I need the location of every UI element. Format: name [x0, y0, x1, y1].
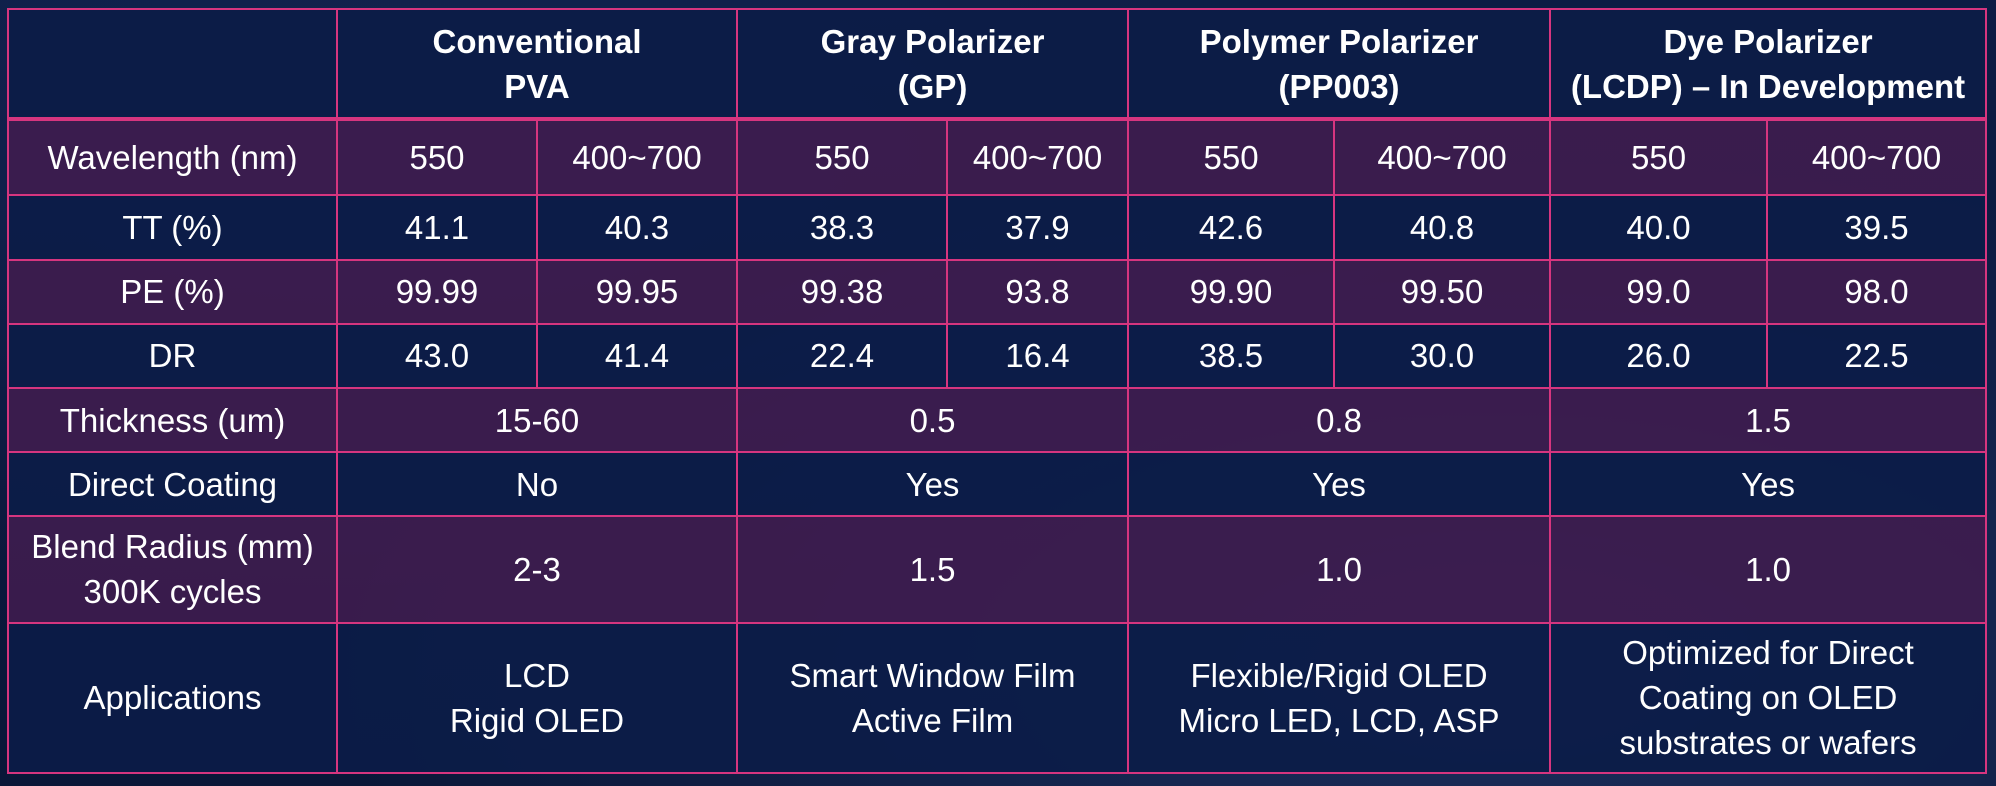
table-cell: 98.0	[1766, 258, 1988, 325]
table-cell: 400~700	[946, 118, 1130, 197]
dr-row: DR 43.0 41.4 22.4 16.4 38.5 30.0 26.0 22…	[7, 322, 1988, 389]
table-cell: 400~700	[1333, 118, 1552, 197]
row-label-thickness: Thickness (um)	[7, 386, 338, 454]
table-cell: 39.5	[1766, 194, 1988, 261]
header-line: Polymer Polarizer	[1199, 22, 1479, 60]
table-cell: 42.6	[1127, 194, 1336, 261]
table-cell: 99.95	[535, 258, 739, 325]
row-label-direct-coating: Direct Coating	[7, 451, 338, 518]
label-line: 300K cycles	[83, 573, 262, 611]
cell-line: Rigid OLED	[449, 701, 625, 739]
polarizer-comparison-table: Conventional PVA Gray Polarizer (GP) Pol…	[7, 7, 1988, 775]
comparison-table-container: Conventional PVA Gray Polarizer (GP) Pol…	[7, 7, 1988, 775]
applications-row: Applications LCD Rigid OLED Smart Window…	[7, 621, 1988, 775]
table-cell: 15-60	[335, 386, 739, 454]
table-cell: Yes	[1549, 451, 1988, 518]
row-label-wavelength: Wavelength (nm)	[7, 118, 338, 197]
table-cell: 99.38	[736, 258, 949, 325]
table-cell: 22.4	[736, 322, 949, 389]
table-cell: 40.3	[535, 194, 739, 261]
table-cell: 1.0	[1549, 515, 1988, 624]
wavelength-row: Wavelength (nm) 550 400~700 550 400~700 …	[7, 118, 1988, 197]
column-header-polymer-polarizer: Polymer Polarizer (PP003)	[1127, 7, 1552, 122]
cell-line: Optimized for Direct	[1622, 634, 1914, 672]
table-cell: Optimized for Direct Coating on OLED sub…	[1549, 621, 1988, 775]
cell-line: Active Film	[851, 701, 1014, 739]
header-line: Conventional	[432, 22, 642, 60]
table-cell: 550	[1127, 118, 1336, 197]
corner-cell	[7, 7, 338, 122]
column-header-dye-polarizer: Dye Polarizer (LCDP) – In Development	[1549, 7, 1988, 122]
table-cell: 99.99	[336, 258, 538, 325]
table-cell: 99.50	[1333, 258, 1552, 325]
table-cell: 99.90	[1127, 258, 1336, 325]
table-cell: LCD Rigid OLED	[335, 621, 739, 775]
table-cell: 1.0	[1127, 515, 1552, 624]
column-header-gray-polarizer: Gray Polarizer (GP)	[736, 7, 1130, 122]
table-cell: 550	[1549, 118, 1769, 197]
table-cell: 2-3	[335, 515, 739, 624]
row-label-tt: TT (%)	[7, 194, 338, 261]
blend-radius-row: Blend Radius (mm) 300K cycles 2-3 1.5 1.…	[7, 515, 1988, 624]
table-cell: 93.8	[946, 258, 1130, 325]
row-label-applications: Applications	[7, 621, 338, 775]
pe-row: PE (%) 99.99 99.95 99.38 93.8 99.90 99.5…	[7, 258, 1988, 325]
table-cell: 30.0	[1333, 322, 1552, 389]
table-cell: Smart Window Film Active Film	[736, 621, 1130, 775]
table-cell: 0.8	[1127, 386, 1552, 454]
row-label-pe: PE (%)	[7, 258, 338, 325]
table-cell: 1.5	[1549, 386, 1988, 454]
table-cell: 400~700	[535, 118, 739, 197]
row-label-dr: DR	[7, 322, 338, 389]
table-cell: 40.8	[1333, 194, 1552, 261]
row-label-blend-radius: Blend Radius (mm) 300K cycles	[7, 515, 338, 624]
table-cell: 99.0	[1549, 258, 1769, 325]
header-line: Dye Polarizer	[1663, 22, 1873, 60]
table-cell: 26.0	[1549, 322, 1769, 389]
table-cell: Flexible/Rigid OLED Micro LED, LCD, ASP	[1127, 621, 1552, 775]
table-cell: Yes	[736, 451, 1130, 518]
table-cell: 43.0	[336, 322, 538, 389]
table-cell: 41.1	[336, 194, 538, 261]
cell-line: LCD	[503, 656, 571, 694]
table-cell: 38.5	[1127, 322, 1336, 389]
cell-line: Flexible/Rigid OLED	[1190, 656, 1488, 694]
direct-coating-row: Direct Coating No Yes Yes Yes	[7, 451, 1988, 518]
table-cell: 38.3	[736, 194, 949, 261]
cell-line: Coating on OLED	[1638, 679, 1898, 717]
header-line: PVA	[504, 67, 570, 105]
table-cell: 0.5	[736, 386, 1130, 454]
header-line: Gray Polarizer	[820, 22, 1045, 60]
cell-line: substrates or wafers	[1619, 724, 1917, 762]
table-cell: 37.9	[946, 194, 1130, 261]
table-cell: No	[335, 451, 739, 518]
cell-line: Smart Window Film	[789, 656, 1076, 694]
label-line: Blend Radius (mm)	[31, 528, 314, 566]
header-line: (GP)	[897, 67, 968, 105]
column-header-conventional: Conventional PVA	[335, 7, 739, 122]
thickness-row: Thickness (um) 15-60 0.5 0.8 1.5	[7, 386, 1988, 454]
header-row: Conventional PVA Gray Polarizer (GP) Pol…	[7, 7, 1988, 122]
table-cell: Yes	[1127, 451, 1552, 518]
table-cell: 550	[336, 118, 538, 197]
table-cell: 550	[736, 118, 949, 197]
header-line: (LCDP) – In Development	[1570, 67, 1966, 105]
table-cell: 16.4	[946, 322, 1130, 389]
tt-row: TT (%) 41.1 40.3 38.3 37.9 42.6 40.8 40.…	[7, 194, 1988, 261]
table-cell: 40.0	[1549, 194, 1769, 261]
table-cell: 1.5	[736, 515, 1130, 624]
table-cell: 22.5	[1766, 322, 1988, 389]
table-cell: 400~700	[1766, 118, 1988, 197]
header-line: (PP003)	[1278, 67, 1400, 105]
table-cell: 41.4	[535, 322, 739, 389]
cell-line: Micro LED, LCD, ASP	[1178, 701, 1500, 739]
